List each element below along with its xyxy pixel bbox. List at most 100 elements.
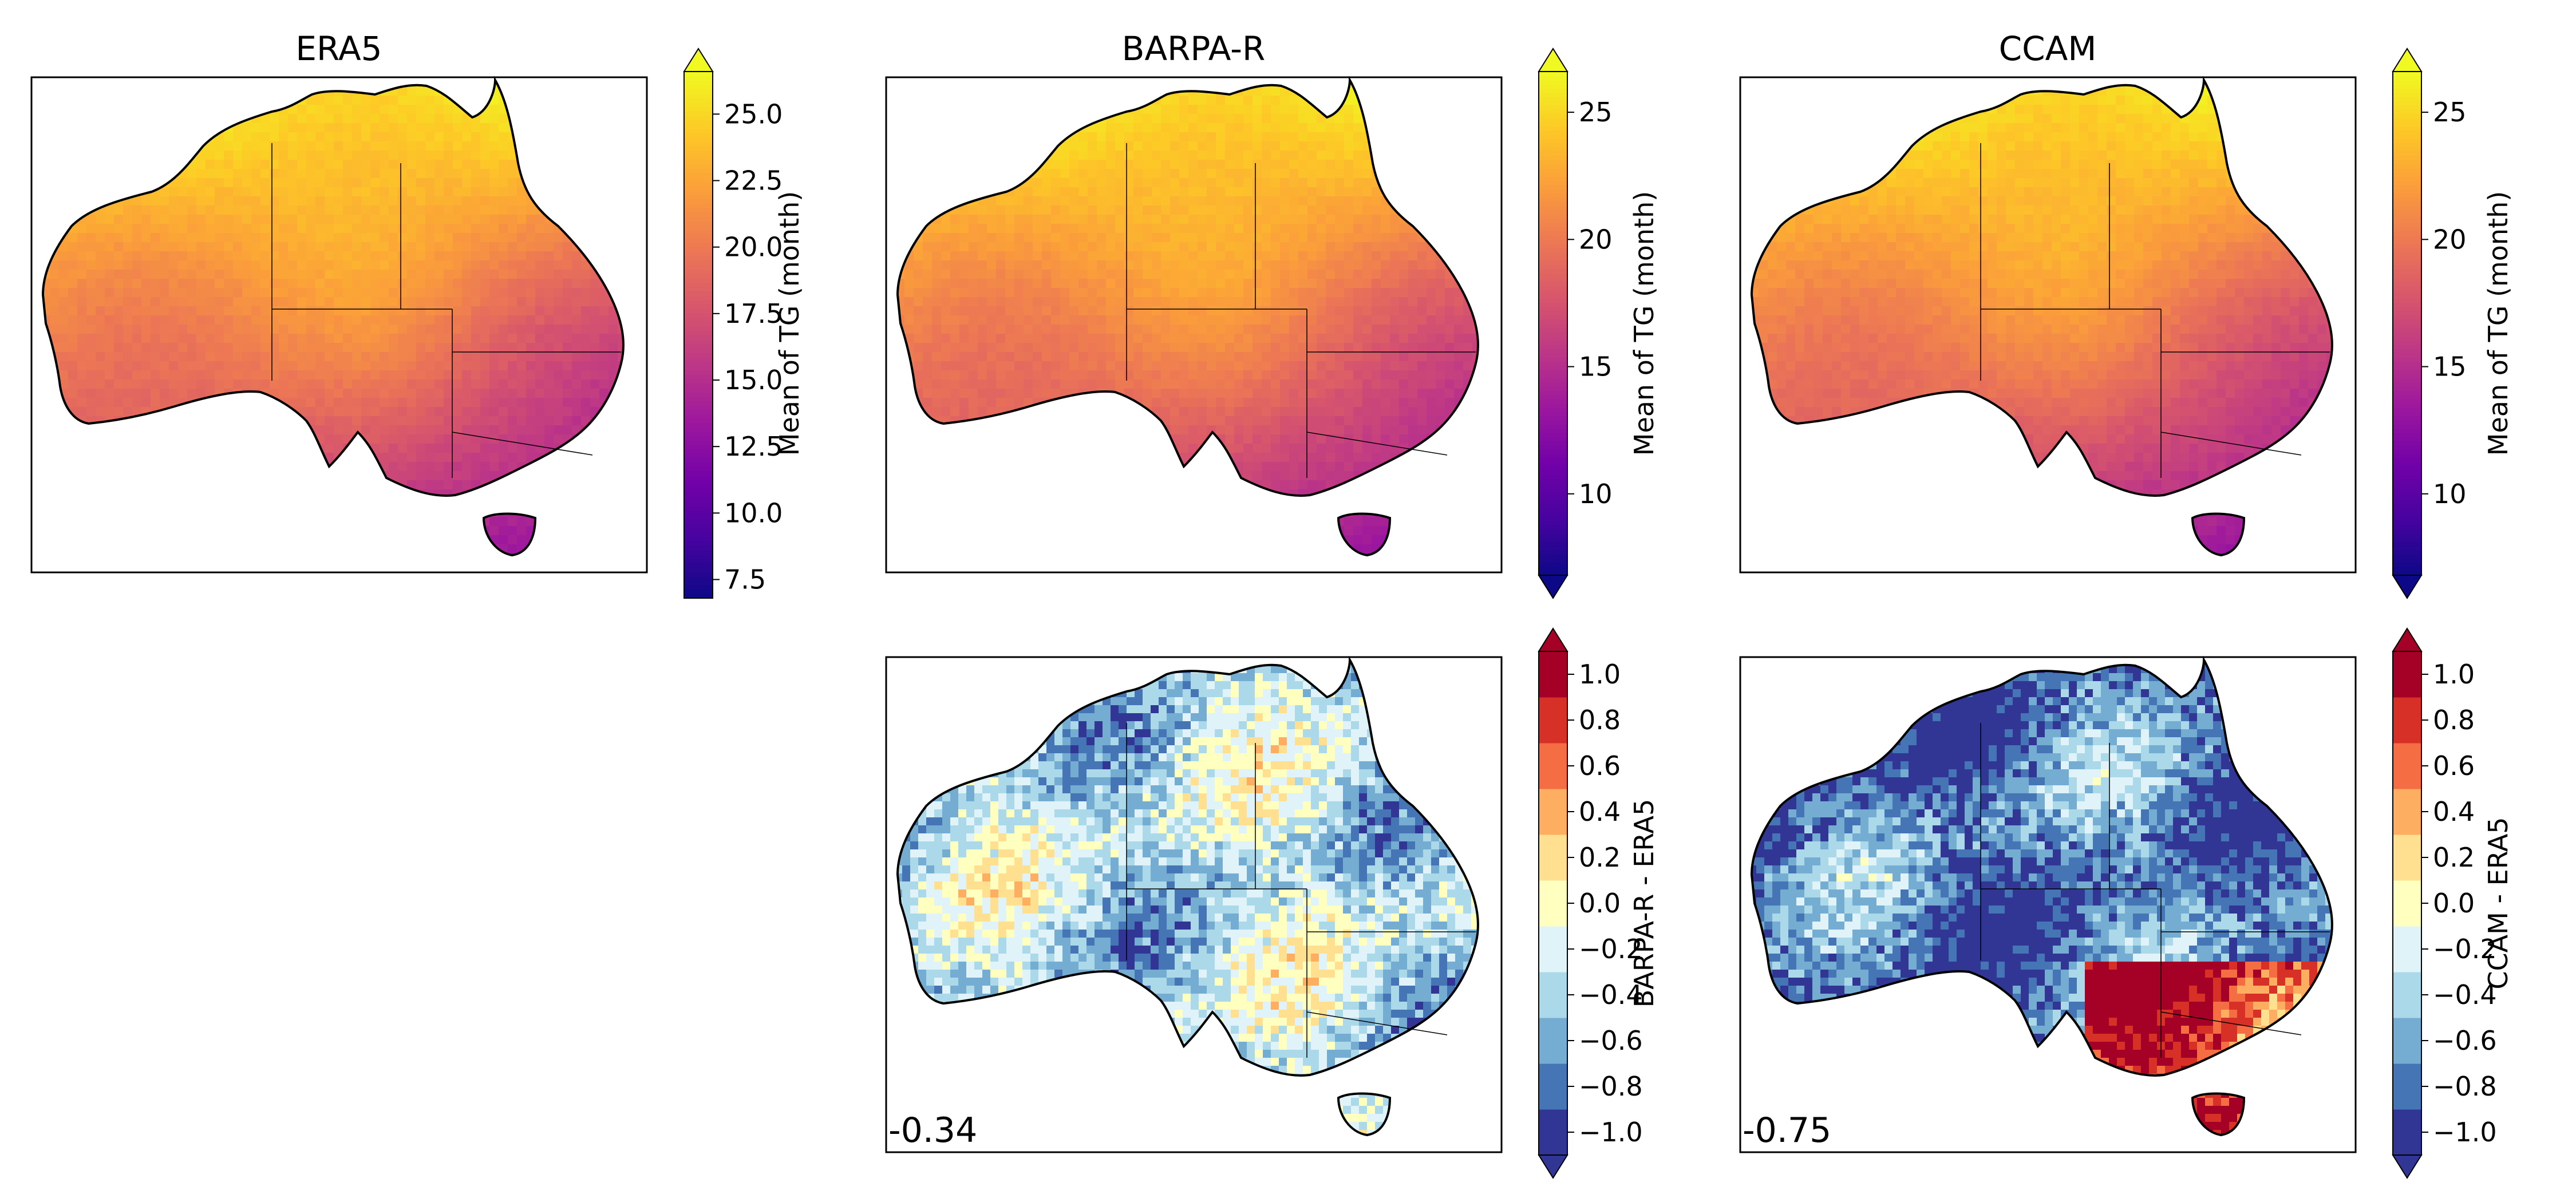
colorbar-segment [684,326,713,331]
colorbar-segment [1539,126,1567,131]
colorbar-segment [684,348,713,353]
colorbar-segment [684,484,713,489]
colorbar-tick-label: −0.4 [2433,979,2497,1010]
colorbar-segment [1539,239,1567,244]
colorbar-segment [684,383,713,388]
colorbar-segment [2393,541,2421,547]
colorbar-segment [1539,449,1567,454]
colorbar: −1.0 −0.8 −0.6 −0.4 −0.2 0.0 0.2 0.4 0.6 0.8 1.0 BA… [1538,627,1660,1179]
colorbar-segment [684,401,713,406]
colorbar-segment [684,475,713,480]
colorbar-segment [1539,273,1567,278]
colorbar-segment [684,203,713,208]
colorbar-segment [2393,361,2421,366]
colorbar-segment [1539,281,1567,286]
colorbar-segment [1539,151,1567,156]
colorbar-segment [1539,349,1567,354]
colorbar-segment [684,361,713,366]
colorbar-segment [2393,399,2421,404]
colorbar-extend-max [1538,48,1568,72]
colorbar-segment [684,427,713,432]
colorbar-segment [1539,176,1567,181]
colorbar-segment [2393,835,2421,881]
colorbar-segment [2393,466,2421,471]
colorbar-segment [1539,243,1567,248]
colorbar-segment [684,133,713,138]
colorbar-segment [684,164,713,169]
colorbar-segment [1539,340,1567,345]
colorbar-segment [684,549,713,555]
colorbar-segment [2393,1063,2421,1110]
colorbar-segment [2393,143,2421,148]
colorbar-segment [1539,437,1567,442]
colorbar-extend-max [2392,48,2423,72]
colorbar-segment [684,589,713,595]
colorbar-segment [1539,424,1567,429]
colorbar-tick-label: 0.0 [1579,888,1621,919]
colorbar-segment [684,80,713,85]
colorbar-segment [2393,294,2421,299]
colorbar-segment [1539,361,1567,366]
colorbar-segment [2393,205,2421,211]
colorbar-segment [1539,109,1567,114]
colorbar-segment [2393,369,2421,374]
colorbar-segment [2393,80,2421,85]
colorbar-segment [1539,483,1567,488]
colorbar-segment [684,506,713,511]
colorbar-tick-label: 10 [1579,479,1613,509]
colorbar-segment [2393,441,2421,446]
colorbar-segment [1539,407,1567,412]
colorbar-segment [684,510,713,516]
colorbar-segment [2393,525,2421,530]
colorbar-tick-label: −0.6 [2433,1025,2497,1056]
colorbar-segment [2393,365,2421,370]
colorbar-segment [1539,227,1567,232]
colorbar-segment [2393,268,2421,274]
colorbar-segment [1539,529,1567,534]
colorbar-segment [684,370,713,375]
colorbar-segment [2393,374,2421,379]
colorbar-segment [2393,168,2421,173]
colorbar-segment [2393,386,2421,392]
colorbar-segment [684,515,713,520]
colorbar-segment [2393,122,2421,127]
colorbar-segment [2393,135,2421,140]
colorbar-segment [2393,256,2421,261]
colorbar-segment [684,449,713,454]
colorbar-segment [2393,537,2421,543]
colorbar-segment [684,299,713,305]
colorbar-tick-label: 1.0 [2433,659,2475,690]
colorbar-segment [1539,286,1567,291]
colorbar-tick-label: 0.8 [1579,705,1621,736]
colorbar-segment [684,309,713,314]
colorbar-segment [2393,218,2421,223]
colorbar-segment [2393,545,2421,551]
colorbar-segment [1539,487,1567,492]
colorbar-segment [1539,231,1567,236]
colorbar-segment [2393,201,2421,207]
colorbar-segment [684,594,713,599]
colorbar-segment [684,225,713,230]
colorbar-segment [1539,545,1567,551]
colorbar-tick-label: −1.0 [2433,1117,2497,1148]
colorbar-segment [2393,789,2421,835]
colorbar-segment [684,247,713,252]
colorbar-segment [684,444,713,450]
colorbar-segment [1539,218,1567,223]
colorbar-segment [1539,533,1567,538]
colorbar-segment [2393,1109,2421,1156]
colorbar-segment [1539,432,1567,437]
colorbar-segment [2393,487,2421,492]
colorbar-segment [1539,160,1567,165]
colorbar-segment [2393,189,2421,194]
colorbar-segment [2393,449,2421,454]
colorbar-segment [2393,260,2421,266]
colorbar-segment [1539,835,1567,881]
colorbar-segment [2393,357,2421,362]
colorbar-segment [2393,407,2421,412]
map-frame [885,656,1503,1153]
colorbar-segment [2393,344,2421,349]
colorbar-segment [2393,500,2421,505]
panel-title: ERA5 [295,29,382,68]
colorbar-tick-label: −0.8 [1579,1071,1643,1102]
